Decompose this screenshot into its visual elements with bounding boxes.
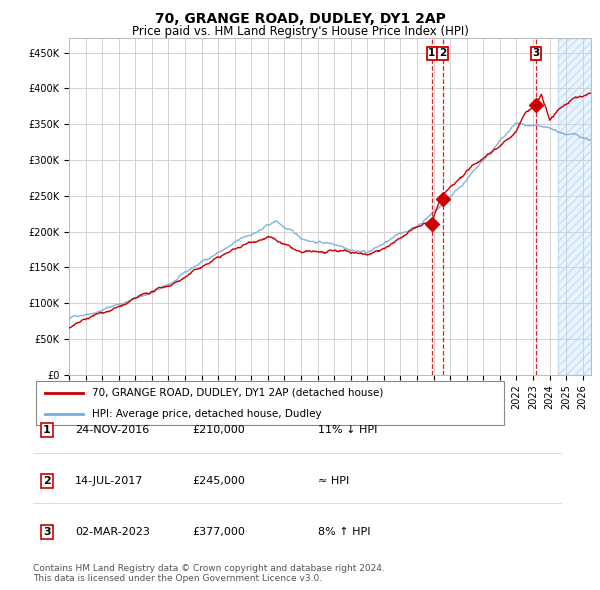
Text: 2: 2 [43, 476, 50, 486]
Bar [558, 38, 591, 375]
Text: £245,000: £245,000 [192, 476, 245, 486]
Text: 3: 3 [532, 48, 539, 58]
Text: 8% ↑ HPI: 8% ↑ HPI [318, 527, 371, 537]
Text: ≈ HPI: ≈ HPI [318, 476, 349, 486]
FancyBboxPatch shape [36, 381, 504, 425]
Text: 14-JUL-2017: 14-JUL-2017 [75, 476, 143, 486]
Text: 02-MAR-2023: 02-MAR-2023 [75, 527, 150, 537]
Bar [558, 38, 591, 375]
Text: £210,000: £210,000 [192, 425, 245, 434]
Text: Contains HM Land Registry data © Crown copyright and database right 2024.
This d: Contains HM Land Registry data © Crown c… [33, 563, 385, 583]
Text: 2: 2 [439, 48, 446, 58]
Text: 70, GRANGE ROAD, DUDLEY, DY1 2AP: 70, GRANGE ROAD, DUDLEY, DY1 2AP [155, 12, 445, 26]
Text: £377,000: £377,000 [192, 527, 245, 537]
Text: 1: 1 [428, 48, 436, 58]
Text: Price paid vs. HM Land Registry's House Price Index (HPI): Price paid vs. HM Land Registry's House … [131, 25, 469, 38]
Text: 24-NOV-2016: 24-NOV-2016 [75, 425, 149, 434]
Text: 1: 1 [43, 425, 50, 434]
Text: HPI: Average price, detached house, Dudley: HPI: Average price, detached house, Dudl… [92, 409, 322, 419]
Text: 70, GRANGE ROAD, DUDLEY, DY1 2AP (detached house): 70, GRANGE ROAD, DUDLEY, DY1 2AP (detach… [92, 388, 383, 398]
Text: 3: 3 [43, 527, 50, 537]
Text: 11% ↓ HPI: 11% ↓ HPI [318, 425, 377, 434]
